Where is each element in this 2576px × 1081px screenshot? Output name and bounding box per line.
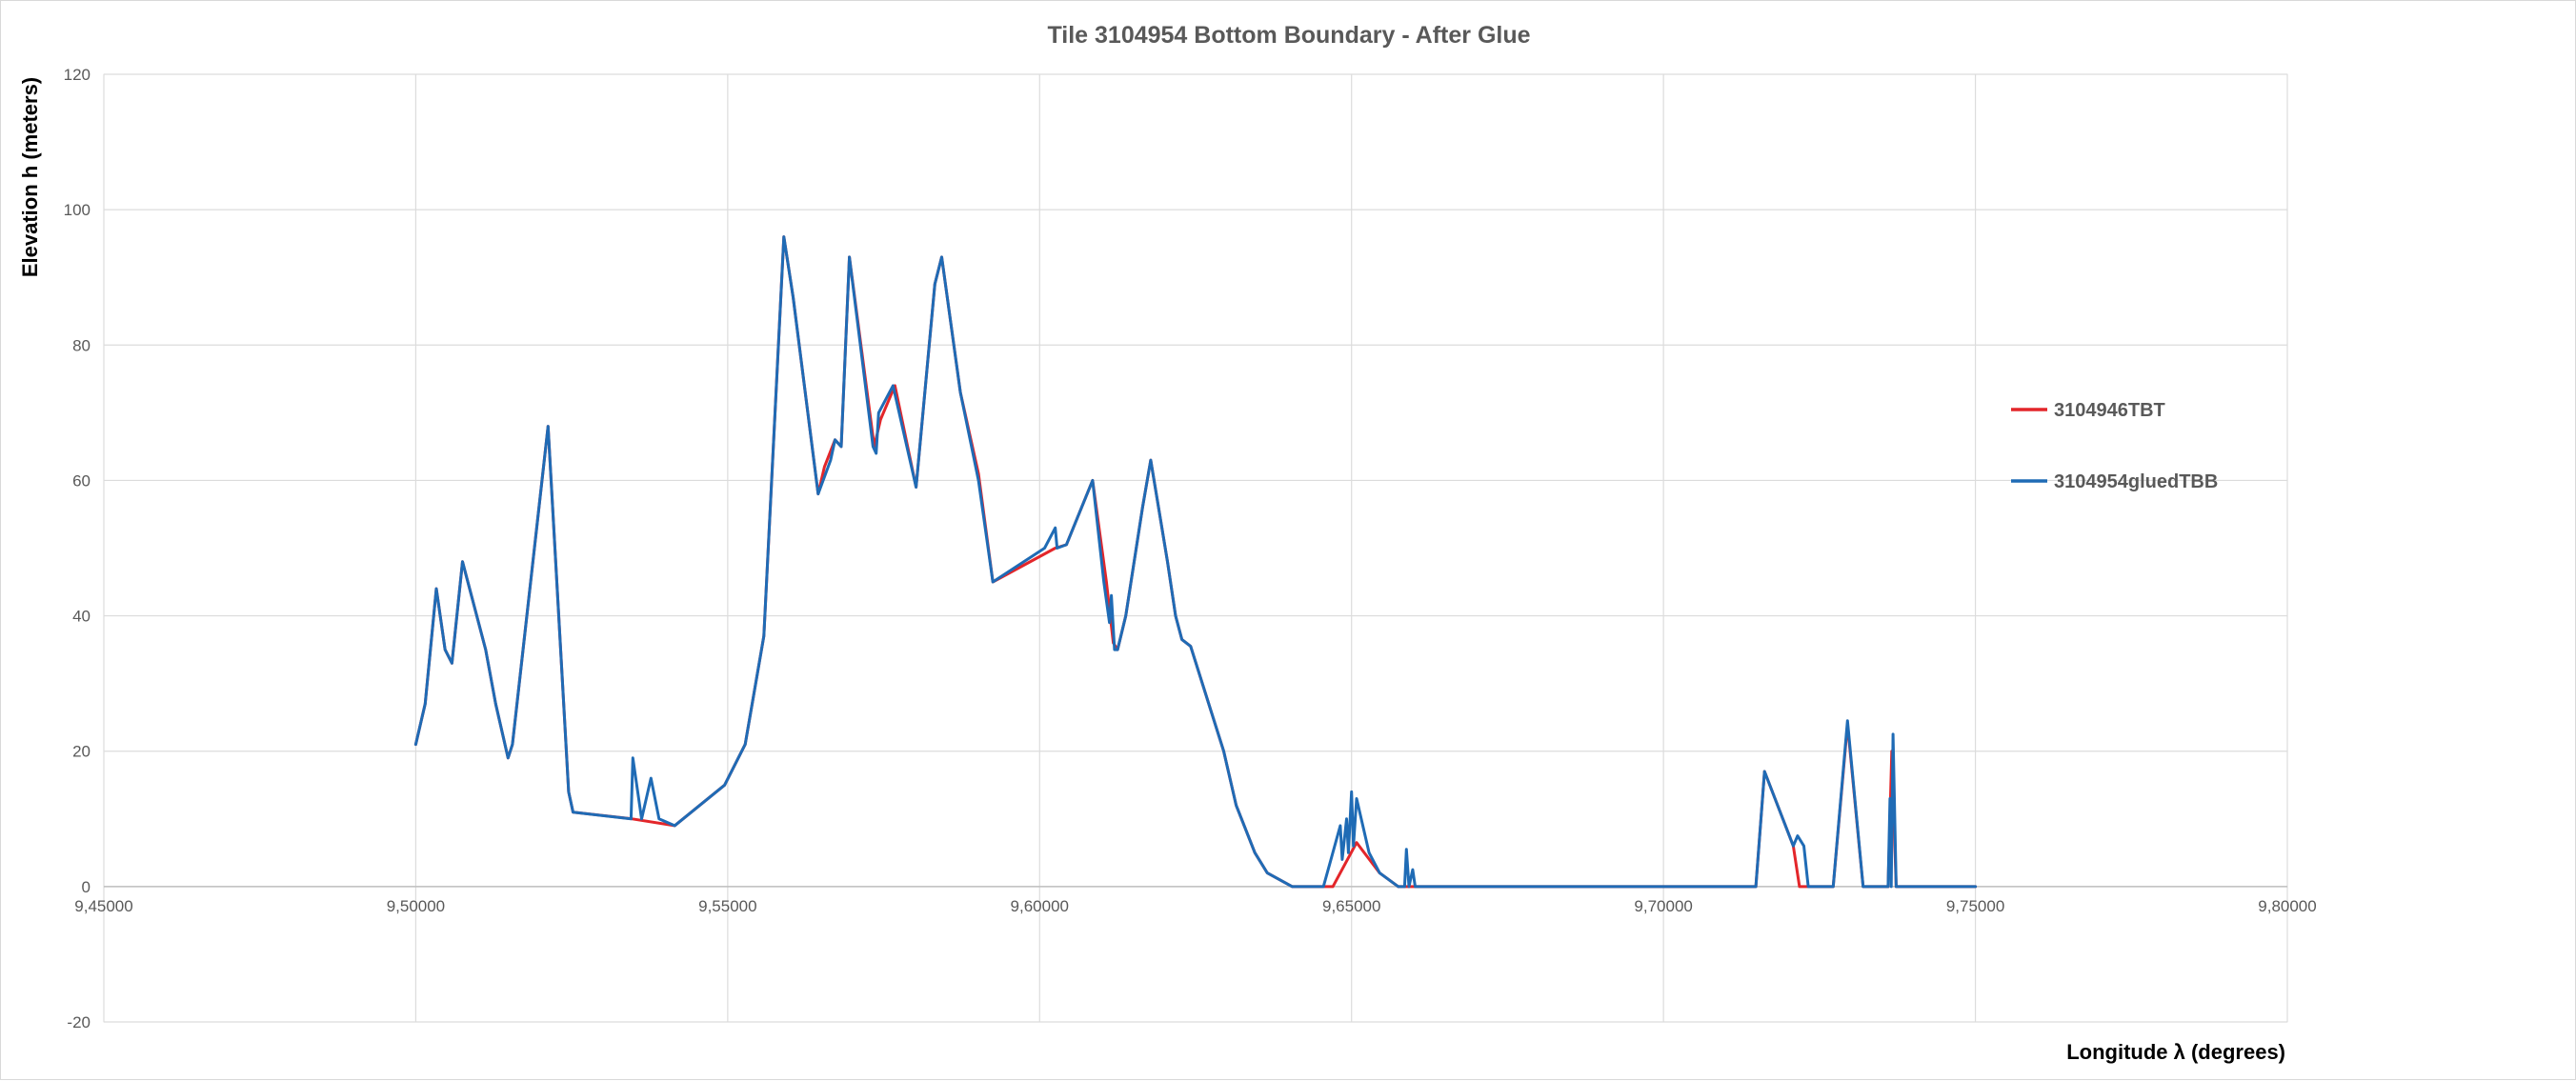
x-tick-label: 9,50000: [387, 897, 445, 915]
gridlines: [103, 73, 2288, 1023]
y-tick-label: 100: [64, 201, 91, 219]
plot-area: [103, 73, 2288, 1023]
y-tick-label: 40: [72, 608, 91, 626]
legend-label-2: 3104954gluedTBB: [2054, 471, 2218, 492]
x-tick-label: 9,70000: [1634, 897, 1692, 915]
legend: 3104946TBT 3104954gluedTBB: [2011, 400, 2218, 492]
x-tick-label: 9,45000: [74, 897, 132, 915]
x-tick-label: 9,80000: [2258, 897, 2316, 915]
y-tick-label: 80: [72, 336, 91, 354]
series-line-2: [413, 235, 1978, 889]
chart-title: Tile 3104954 Bottom Boundary - After Glu…: [1047, 22, 1530, 49]
y-tick-label: 0: [82, 878, 91, 896]
y-tick-label: 60: [72, 471, 91, 490]
x-axis-title: Longitude λ (degrees): [2066, 1040, 2285, 1064]
y-axis-title: Elevation h (meters): [18, 77, 42, 277]
series-lines: [413, 235, 1978, 889]
y-tick-label: 20: [72, 743, 91, 761]
x-tick-label: 9,55000: [698, 897, 756, 915]
legend-label-1: 3104946TBT: [2054, 400, 2165, 421]
y-tick-label: 120: [64, 66, 91, 84]
x-tick-label: 9,75000: [1946, 897, 2004, 915]
x-tick-label: 9,65000: [1322, 897, 1380, 915]
y-axis-ticks: -20 0 20 40 60 80 100 120: [64, 66, 91, 1031]
x-axis-ticks: 9,45000 9,50000 9,55000 9,60000 9,65000 9,700…: [74, 897, 2316, 915]
x-tick-label: 9,60000: [1011, 897, 1069, 915]
y-tick-label: -20: [67, 1013, 91, 1031]
